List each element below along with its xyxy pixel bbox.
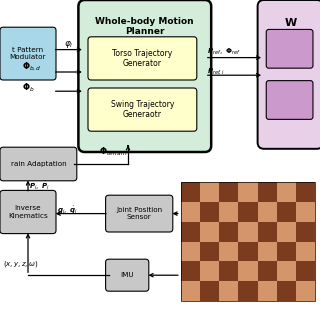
Bar xyxy=(238,182,258,202)
Text: $\boldsymbol{P}_{ref},\ \boldsymbol{\Phi}_{ref}$: $\boldsymbol{P}_{ref},\ \boldsymbol{\Phi… xyxy=(207,47,241,57)
Bar xyxy=(219,222,238,242)
Text: $(x,y,z,\omega)$: $(x,y,z,\omega)$ xyxy=(3,259,39,269)
Bar xyxy=(219,281,238,301)
Text: $\boldsymbol{\Phi}_{b,d}$: $\boldsymbol{\Phi}_{b,d}$ xyxy=(22,61,42,73)
Bar xyxy=(296,182,315,202)
Bar xyxy=(200,242,219,261)
FancyBboxPatch shape xyxy=(266,29,313,68)
Bar xyxy=(200,202,219,222)
Text: $\boldsymbol{\Phi}_{terrain}$: $\boldsymbol{\Phi}_{terrain}$ xyxy=(99,146,128,158)
Bar xyxy=(277,202,296,222)
Text: IMU: IMU xyxy=(120,272,134,278)
Bar xyxy=(181,202,200,222)
Bar xyxy=(258,261,277,281)
Text: $\boldsymbol{q}_i,\ \dot{\boldsymbol{q}}_i$: $\boldsymbol{q}_i,\ \dot{\boldsymbol{q}}… xyxy=(57,204,78,216)
Bar xyxy=(258,202,277,222)
Text: $\boldsymbol{P}_{ref,i}$: $\boldsymbol{P}_{ref,i}$ xyxy=(207,66,225,76)
Bar xyxy=(238,281,258,301)
Bar xyxy=(258,182,277,202)
FancyBboxPatch shape xyxy=(88,37,197,80)
Bar xyxy=(238,242,258,261)
Bar xyxy=(219,182,238,202)
Bar xyxy=(296,261,315,281)
Bar xyxy=(238,222,258,242)
Bar xyxy=(181,182,315,301)
FancyBboxPatch shape xyxy=(266,81,313,119)
Text: t Pattern
Modulator: t Pattern Modulator xyxy=(10,47,46,60)
Bar xyxy=(181,222,200,242)
Bar xyxy=(181,182,200,202)
Text: $\boldsymbol{\Phi}_b$: $\boldsymbol{\Phi}_b$ xyxy=(22,81,35,94)
Bar xyxy=(200,281,219,301)
Text: W: W xyxy=(285,18,297,28)
Bar xyxy=(181,261,200,281)
Text: $\varphi_i$: $\varphi_i$ xyxy=(64,39,74,50)
Bar xyxy=(296,202,315,222)
FancyBboxPatch shape xyxy=(0,190,56,234)
Text: Torso Trajectory
Generator: Torso Trajectory Generator xyxy=(112,49,172,68)
Bar xyxy=(277,242,296,261)
Bar xyxy=(181,281,200,301)
FancyBboxPatch shape xyxy=(0,147,77,181)
Bar xyxy=(219,261,238,281)
Bar xyxy=(200,261,219,281)
Bar xyxy=(277,222,296,242)
Text: Inverse
Kinematics: Inverse Kinematics xyxy=(8,205,48,219)
Bar xyxy=(238,261,258,281)
Bar xyxy=(258,281,277,301)
Text: Joint Position
Sensor: Joint Position Sensor xyxy=(116,207,162,220)
Bar xyxy=(238,202,258,222)
Bar xyxy=(258,222,277,242)
Bar xyxy=(258,242,277,261)
Bar xyxy=(277,281,296,301)
Bar xyxy=(277,261,296,281)
Text: rain Adaptation: rain Adaptation xyxy=(11,161,66,167)
Text: Whole-body Motion
Planner: Whole-body Motion Planner xyxy=(95,17,194,36)
Bar xyxy=(296,222,315,242)
Bar xyxy=(219,242,238,261)
FancyBboxPatch shape xyxy=(88,88,197,131)
Bar xyxy=(296,242,315,261)
Text: Swing Trajectory
Generaotr: Swing Trajectory Generaotr xyxy=(111,100,174,119)
Bar xyxy=(277,182,296,202)
Bar xyxy=(181,242,200,261)
Bar xyxy=(296,281,315,301)
FancyBboxPatch shape xyxy=(78,0,211,152)
FancyBboxPatch shape xyxy=(258,0,320,149)
FancyBboxPatch shape xyxy=(0,27,56,80)
FancyBboxPatch shape xyxy=(106,195,173,232)
Bar xyxy=(200,182,219,202)
FancyBboxPatch shape xyxy=(106,259,149,291)
Bar xyxy=(219,202,238,222)
Bar xyxy=(200,222,219,242)
Text: $\boldsymbol{P}_i,\ \dot{\boldsymbol{P}}_i$: $\boldsymbol{P}_i,\ \dot{\boldsymbol{P}}… xyxy=(29,179,51,192)
